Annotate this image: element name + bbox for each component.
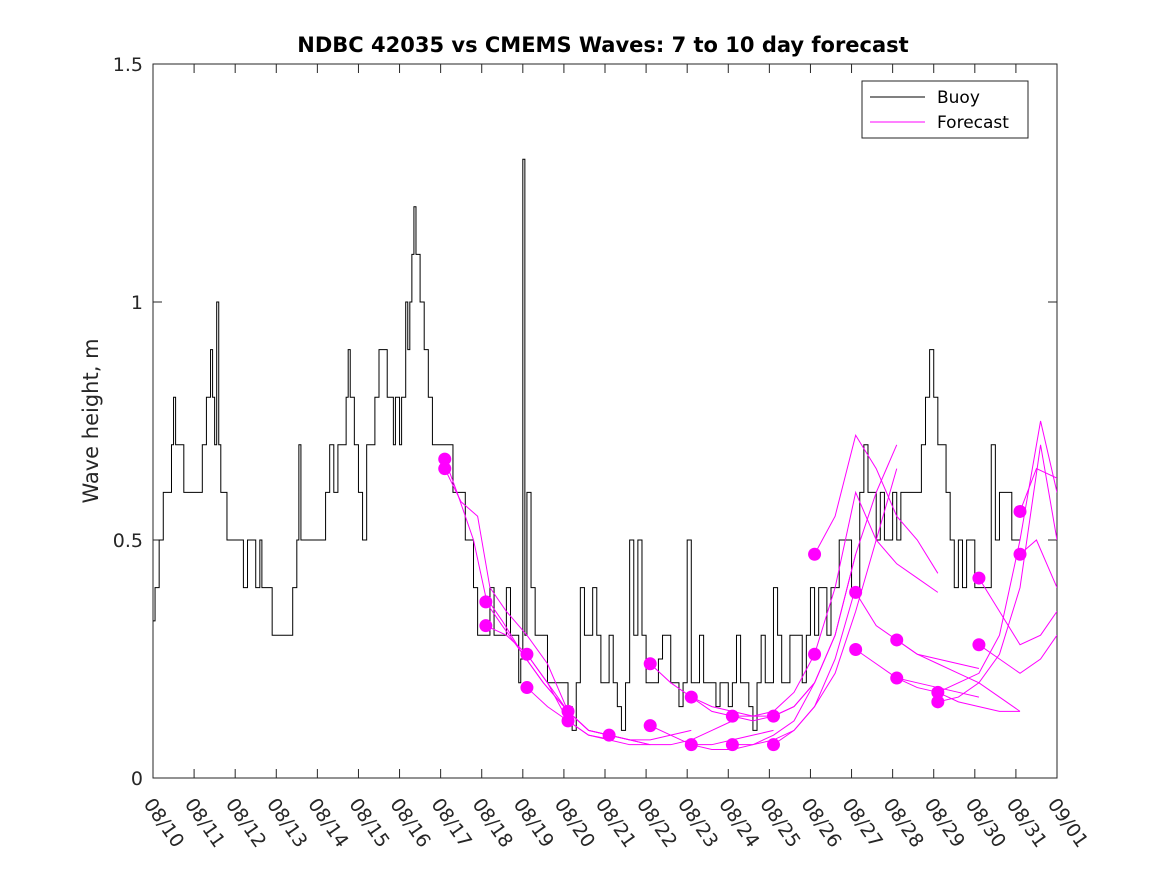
- forecast-start-marker: [561, 714, 575, 728]
- forecast-series-line-24: [978, 577, 1057, 646]
- forecast-series-line-22: [937, 420, 1057, 693]
- forecast-series-line-21: [896, 677, 1021, 712]
- x-tick-label: 08/25: [755, 794, 804, 851]
- x-tick-label: 08/19: [509, 794, 558, 851]
- forecast-series-line-27: [1019, 539, 1057, 588]
- forecast-series-line-1: [444, 468, 569, 712]
- forecast-start-marker: [725, 709, 739, 723]
- x-tick-label: 08/15: [344, 794, 393, 851]
- forecast-start-marker: [602, 728, 616, 742]
- x-tick-label: 08/20: [550, 794, 599, 851]
- forecast-start-marker: [643, 719, 657, 733]
- forecast-start-marker: [684, 738, 698, 752]
- legend-label-forecast: Forecast: [937, 113, 1009, 133]
- x-tick-label: 08/23: [673, 794, 722, 851]
- forecast-series-line-5: [526, 687, 651, 746]
- forecast-start-marker: [438, 452, 452, 466]
- forecast-series-line-26: [1019, 467, 1057, 512]
- x-tick-label: 08/30: [961, 794, 1010, 851]
- forecast-start-marker: [561, 704, 575, 718]
- x-tick-label: 08/24: [714, 794, 763, 851]
- x-tick-label: 08/26: [796, 794, 845, 851]
- x-tick-label: 08/17: [427, 794, 476, 851]
- x-tick-label: 08/11: [180, 794, 229, 851]
- forecast-series-line-20: [896, 639, 1021, 712]
- legend: Buoy Forecast: [861, 80, 1029, 139]
- y-tick-label: 1: [131, 292, 143, 314]
- x-tick-label: 08/18: [468, 794, 517, 851]
- x-tick-label: 08/10: [139, 794, 188, 851]
- x-tick-label: 08/29: [920, 794, 969, 851]
- y-tick-label: 0.5: [113, 530, 143, 552]
- plot-area: 00.511.508/1008/1108/1208/1308/1408/1508…: [113, 54, 1093, 852]
- forecast-start-marker: [931, 685, 945, 699]
- x-tick-label: 08/22: [632, 794, 681, 851]
- forecast-start-marker: [890, 633, 904, 647]
- forecast-series-line-25: [978, 634, 1057, 674]
- forecast-start-marker: [1013, 547, 1027, 561]
- forecast-series-line-17: [814, 490, 939, 655]
- legend-label-buoy: Buoy: [937, 88, 980, 108]
- forecast-start-marker: [684, 690, 698, 704]
- x-tick-label: 08/12: [221, 794, 270, 851]
- y-tick-label: 0: [131, 768, 143, 790]
- forecast-start-marker: [808, 547, 822, 561]
- forecast-start-marker: [972, 571, 986, 585]
- forecast-start-marker: [766, 709, 780, 723]
- x-tick-label: 09/01: [1043, 794, 1092, 851]
- series-group: [153, 158, 1057, 752]
- forecast-start-marker: [520, 681, 534, 695]
- chart-title: NDBC 42035 vs CMEMS Waves: 7 to 10 day f…: [297, 33, 908, 57]
- x-tick-label: 08/31: [1002, 794, 1051, 851]
- x-tick-label: 08/13: [262, 794, 311, 851]
- legend-box: [861, 80, 1029, 139]
- forecast-series-line-23: [937, 444, 1057, 703]
- y-axis-label: Wave height, m: [79, 338, 103, 503]
- forecast-series-line-14: [773, 444, 898, 717]
- forecast-series-line-10: [691, 654, 816, 717]
- x-tick-label: 08/16: [385, 794, 434, 851]
- forecast-start-marker: [849, 642, 863, 656]
- forecast-series-line-19: [855, 649, 980, 698]
- forecast-start-marker: [766, 738, 780, 752]
- forecast-start-marker: [1013, 504, 1027, 518]
- x-tick-label: 08/27: [837, 794, 886, 851]
- forecast-start-marker: [479, 619, 493, 633]
- y-tick-label: 1.5: [113, 54, 143, 76]
- forecast-start-marker: [890, 671, 904, 685]
- forecast-series-line-7: [608, 720, 733, 746]
- forecast-start-marker: [725, 738, 739, 752]
- forecast-series-line-9: [649, 725, 774, 746]
- forecast-series-line-16: [814, 434, 939, 574]
- forecast-start-marker: [479, 595, 493, 609]
- forecast-start-marker: [972, 638, 986, 652]
- forecast-start-marker: [520, 647, 534, 661]
- x-tick-label: 08/14: [303, 794, 352, 851]
- forecast-start-marker: [849, 585, 863, 599]
- x-tick-label: 08/21: [591, 794, 640, 851]
- forecast-start-marker: [931, 695, 945, 709]
- forecast-start-marker: [438, 462, 452, 476]
- forecast-start-marker: [808, 647, 822, 661]
- forecast-start-marker: [643, 657, 657, 671]
- axes-box: [152, 63, 1058, 779]
- x-tick-label: 08/28: [879, 794, 928, 851]
